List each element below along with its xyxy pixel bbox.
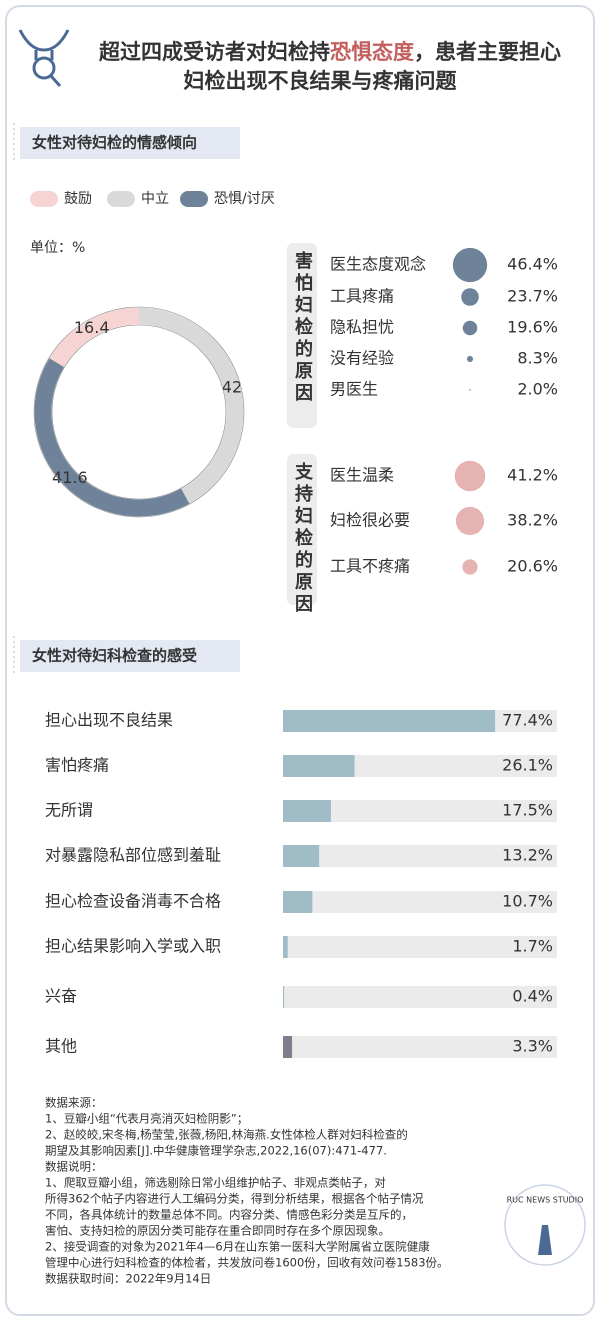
footer-line: 管理中心进行妇科检查的体检者，共发放问卷1600份，回收有效问卷1583份。: [45, 1256, 449, 1270]
bar-track: [283, 800, 557, 822]
footer-line: 所得362个帖子内容进行人工编码分类，得到分析结果，根据各个帖子情况: [45, 1192, 424, 1206]
legend-swatch: [107, 191, 135, 207]
data-label: 16.4: [74, 318, 110, 337]
value-label: 2.0%: [517, 380, 558, 399]
category-label: 工具疼痛: [330, 287, 394, 306]
category-label: 医生态度观念: [330, 255, 426, 274]
section-header-bg: [20, 640, 240, 672]
value-label: 17.5%: [502, 801, 553, 820]
bubble: [452, 247, 488, 283]
footer-line: 害怕、支持妇检的原因分类可能存在重合即同时存在多个原因现象。: [45, 1224, 390, 1238]
section-header: 女性对待妇科检查的感受: [32, 647, 197, 665]
bar-track: [283, 845, 557, 867]
bar-track: [283, 891, 557, 913]
logo: RUC NEWS STUDIO: [504, 1184, 586, 1266]
legend-label: 鼓励: [64, 191, 92, 207]
value-label: 0.4%: [512, 987, 553, 1006]
section-header: 女性对待妇检的情感倾向: [32, 134, 197, 152]
value-label: 41.2%: [507, 466, 558, 485]
category-label: 害怕疼痛: [45, 756, 109, 775]
category-label: 对暴露隐私部位感到羞耻: [45, 846, 221, 865]
donut-segment: [138, 307, 244, 504]
section-header-bg: [20, 127, 240, 159]
logo-text: RUC NEWS STUDIO: [507, 1196, 584, 1205]
donut-edge: [33, 306, 245, 518]
title-line-1: 超过四成受访者对妇检持恐惧态度，患者主要担心: [99, 40, 561, 64]
bar-track: [283, 1036, 557, 1058]
category-label: 担心出现不良结果: [45, 711, 173, 730]
category-label: 妇检很必要: [330, 511, 410, 530]
bar: [283, 936, 288, 958]
footer-line: 1、爬取豆瓣小组，筛选剔除日常小组维护帖子、非观点类帖子，对: [45, 1176, 386, 1190]
value-label: 8.3%: [517, 349, 558, 368]
value-label: 13.2%: [502, 846, 553, 865]
category-label: 其他: [45, 1037, 77, 1056]
bubble: [469, 389, 471, 391]
bar: [283, 800, 331, 822]
group-label-bg: [287, 454, 317, 605]
footer-line: 2、赵皎皎,宋冬梅,杨莹莹,张薇,杨阳,林海燕.女性体检人群对妇科检查的: [45, 1128, 408, 1142]
donut-edge: [51, 324, 227, 500]
category-label: 担心结果影响入学或入职: [45, 937, 221, 956]
title-icon: [18, 29, 70, 88]
legend-swatch: [30, 191, 58, 207]
category-label: 无所谓: [45, 801, 93, 820]
group-label: 支持妇检的原因: [292, 461, 314, 616]
bar: [283, 986, 285, 1008]
category-label: 兴奋: [45, 987, 77, 1006]
data-label: 42: [222, 378, 242, 397]
category-label: 担心检查设备消毒不合格: [45, 892, 221, 911]
bubble: [462, 320, 478, 336]
footer-line: 期望及其影响因素[J].中华健康管理学杂志,2022,16(07):471-47…: [45, 1144, 387, 1158]
donut-segment: [34, 358, 190, 517]
value-label: 3.3%: [512, 1037, 553, 1056]
value-label: 1.7%: [512, 937, 553, 956]
category-label: 隐私担忧: [330, 318, 394, 337]
legend-swatch: [180, 191, 208, 207]
bar: [283, 755, 355, 777]
value-label: 19.6%: [507, 318, 558, 337]
unit-label: 单位：%: [30, 240, 85, 256]
value-label: 26.1%: [502, 756, 553, 775]
donut-segment: [49, 307, 140, 368]
footer-line: 数据获取时间：2022年9月14日: [45, 1272, 211, 1286]
group-label-bg: [287, 243, 317, 428]
footer-line: 1、豆瓣小组“代表月亮消灭妇检阴影”；: [45, 1112, 248, 1126]
footer-line: 不同，各具体统计的数量总体不同。内容分类、情感色彩分类是互斥的，: [45, 1208, 413, 1222]
category-label: 工具不疼痛: [330, 557, 410, 576]
bar-track: [283, 936, 557, 958]
value-label: 20.6%: [507, 557, 558, 576]
group-label: 害怕妇检的原因: [292, 250, 313, 405]
bar: [283, 710, 496, 732]
title-line-2: 妇检出现不良结果与疼痛问题: [184, 69, 458, 93]
bubble: [461, 288, 479, 306]
value-label: 10.7%: [502, 892, 553, 911]
value-label: 77.4%: [502, 711, 553, 730]
bar: [283, 1036, 293, 1058]
bubble: [462, 559, 478, 575]
title-highlight: 恐惧态度: [330, 40, 414, 64]
footer-line: 数据说明：: [45, 1160, 103, 1174]
category-label: 男医生: [330, 380, 378, 399]
category-label: 没有经验: [330, 349, 394, 368]
legend-label: 中立: [141, 191, 169, 207]
value-label: 23.7%: [507, 287, 558, 306]
title-part: 超过四成受访者对妇检持: [99, 40, 330, 64]
bar: [283, 891, 313, 913]
legend-label: 恐惧/讨厌: [214, 191, 275, 207]
category-label: 医生温柔: [330, 466, 394, 485]
title-part: ，患者主要担心: [414, 40, 561, 64]
bar-track: [283, 986, 557, 1008]
bar: [283, 845, 320, 867]
footer-line: 数据来源：: [45, 1096, 103, 1110]
bubble: [455, 506, 485, 536]
value-label: 38.2%: [507, 511, 558, 530]
bubble: [454, 460, 486, 492]
value-label: 46.4%: [507, 255, 558, 274]
footer-line: 2、接受调查的对象为2021年4—6月在山东第一医科大学附属省立医院健康: [45, 1240, 430, 1254]
bubble: [466, 355, 474, 363]
